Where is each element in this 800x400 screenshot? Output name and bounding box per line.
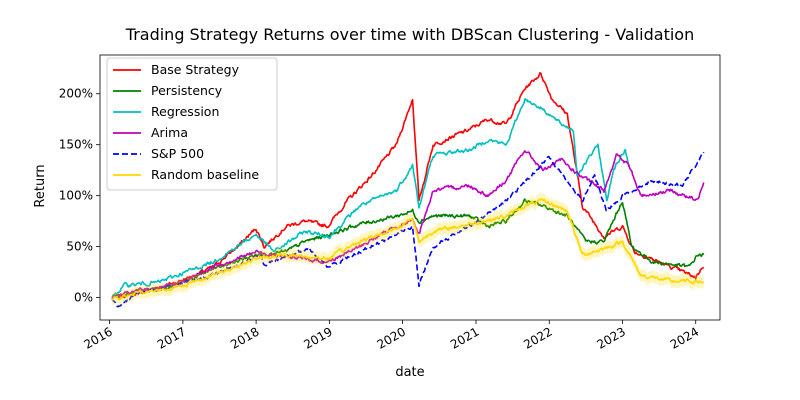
y-tick-label: 200%: [59, 87, 93, 101]
series-line-persistency: [111, 198, 705, 300]
series-line-arima: [111, 150, 705, 299]
legend: Base Strategy Persistency Regression Arima S…: [106, 57, 278, 191]
x-tick-label: 2022: [521, 324, 554, 351]
series-band-random-baseline: [112, 192, 704, 307]
legend-label-arima: Arima: [151, 125, 188, 140]
x-tick-label: 2020: [375, 324, 408, 351]
legend-box: [106, 57, 278, 191]
y-tick-label: 150%: [59, 138, 93, 152]
y-tick-label: 0%: [74, 291, 93, 305]
legend-label-regression: Regression: [151, 104, 219, 119]
series-line-regression: [111, 98, 630, 298]
y-axis: 0% 50% 100% 150% 200%: [59, 87, 100, 305]
y-tick-label: 100%: [59, 189, 93, 203]
x-tick-label: 2023: [595, 324, 628, 351]
x-tick-label: 2024: [668, 324, 701, 351]
legend-label-random-baseline: Random baseline: [151, 167, 259, 182]
x-tick-label: 2018: [228, 324, 261, 351]
y-axis-label: Return: [33, 164, 48, 207]
x-tick-label: 2017: [155, 324, 188, 351]
legend-label-base-strategy: Base Strategy: [151, 62, 240, 77]
y-tick-label: 50%: [66, 240, 93, 254]
plot-frame: [99, 54, 721, 321]
plot-area: [111, 72, 705, 308]
legend-label-s-p-500: S&P 500: [151, 146, 204, 161]
legend-label-persistency: Persistency: [151, 83, 223, 98]
x-tick-label: 2019: [301, 324, 334, 351]
x-axis: 2016 2017 2018 2019 2020 2021 2022 2023 2024: [81, 320, 701, 352]
x-axis-label: date: [395, 365, 424, 380]
series-line-random-baseline: [111, 198, 705, 301]
chart-title: Trading Strategy Returns over time with …: [125, 25, 694, 44]
x-tick-label: 2016: [81, 324, 114, 351]
x-tick-label: 2021: [448, 324, 481, 351]
